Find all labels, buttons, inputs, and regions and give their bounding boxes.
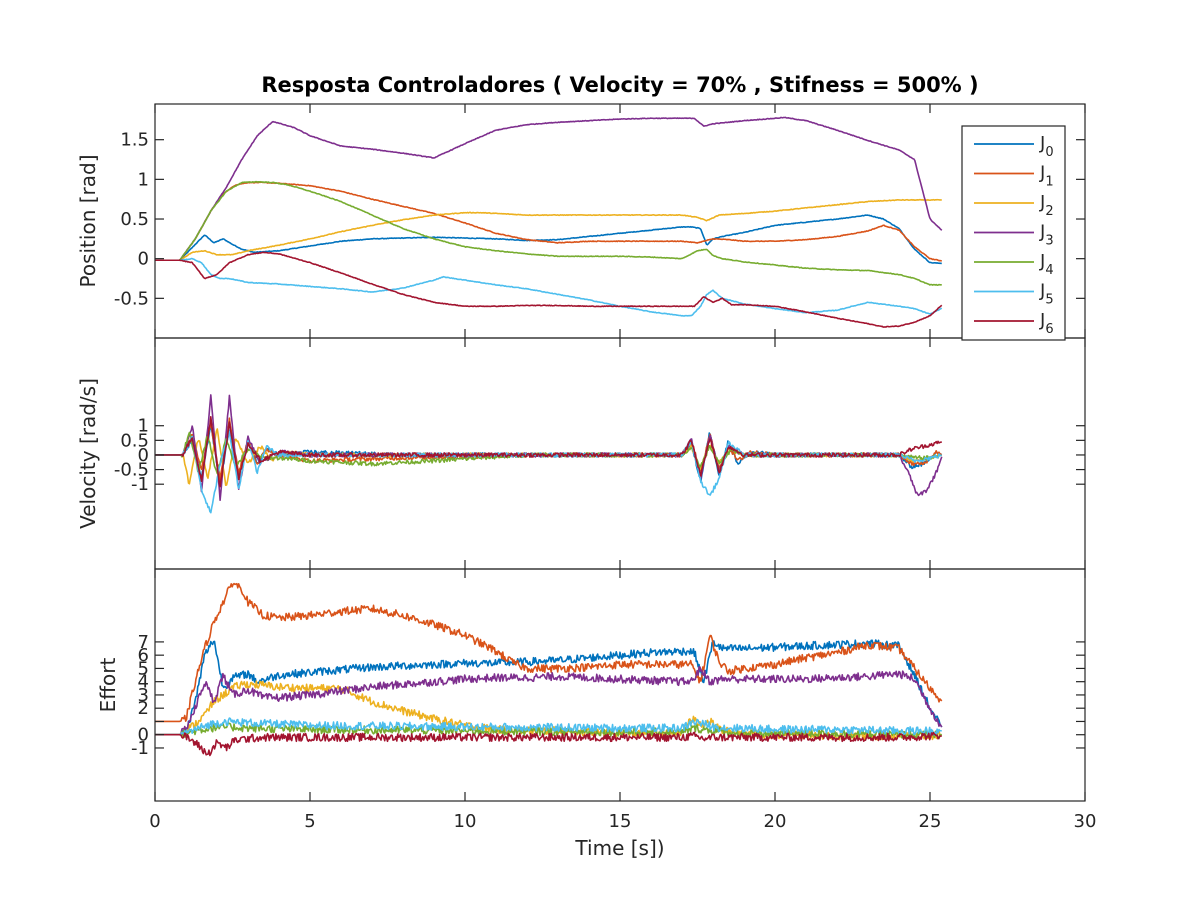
x-tick-label: 30 xyxy=(1074,811,1097,832)
y-tick-label: 5 xyxy=(138,658,149,679)
series-group xyxy=(155,116,943,328)
y-tick-label: -0.5 xyxy=(114,460,149,481)
series-line-j3 xyxy=(155,666,943,736)
subplot-2: -1-0.500.51 Velocity [rad/s] xyxy=(76,337,1086,570)
x-axis-label: Time [s]) xyxy=(574,836,664,860)
y-axis-label: Effort xyxy=(96,657,120,712)
x-tick-labels: 0 5 10 15 20 25 30 xyxy=(149,811,1096,832)
y-tick-label: 0.5 xyxy=(120,209,149,230)
series-group xyxy=(155,582,943,757)
series-line-j2 xyxy=(155,198,942,262)
series-line-j0 xyxy=(155,639,943,738)
y-tick-label: 3 xyxy=(138,685,149,706)
y-tick-label: 0 xyxy=(138,249,149,270)
chart-title: Resposta Controladores ( Velocity = 70% … xyxy=(261,73,978,97)
series-line-j0 xyxy=(155,214,942,265)
y-tick-label: 1 xyxy=(138,416,149,437)
y-axis-label: Position [rad] xyxy=(76,154,100,287)
y-tick-label: 6 xyxy=(138,645,149,666)
series-line-j4 xyxy=(155,722,942,740)
y-tick-label: 2 xyxy=(138,698,149,719)
series-group xyxy=(155,394,943,514)
y-tick-label: -0.5 xyxy=(114,288,149,309)
series-line-j6 xyxy=(155,416,942,488)
series-line-j6 xyxy=(155,251,943,328)
series-line-j3 xyxy=(155,116,943,262)
y-tick-label: -1 xyxy=(131,738,149,759)
x-tick-label: 15 xyxy=(609,811,632,832)
y-tick-label: 1.5 xyxy=(120,130,149,151)
y-tick-label: -1 xyxy=(131,474,149,495)
x-tick-label: 5 xyxy=(304,811,315,832)
series-line-j4 xyxy=(155,180,942,286)
y-tick-label: 1 xyxy=(138,169,149,190)
y-axis-label: Velocity [rad/s] xyxy=(76,378,100,529)
y-tick-label: 7 xyxy=(138,632,149,653)
x-tick-label: 10 xyxy=(454,811,477,832)
x-tick-label: 20 xyxy=(764,811,787,832)
y-tick-label: 4 xyxy=(138,672,149,693)
series-line-j1 xyxy=(155,582,943,723)
x-tick-label: 0 xyxy=(149,811,160,832)
y-tick-label: 0 xyxy=(138,725,149,746)
y-tick-label: 0.5 xyxy=(120,430,149,451)
y-tick-label: 0 xyxy=(138,445,149,466)
series-line-j5 xyxy=(155,717,942,736)
x-tick-label: 25 xyxy=(919,811,942,832)
series-line-j6 xyxy=(155,731,942,757)
